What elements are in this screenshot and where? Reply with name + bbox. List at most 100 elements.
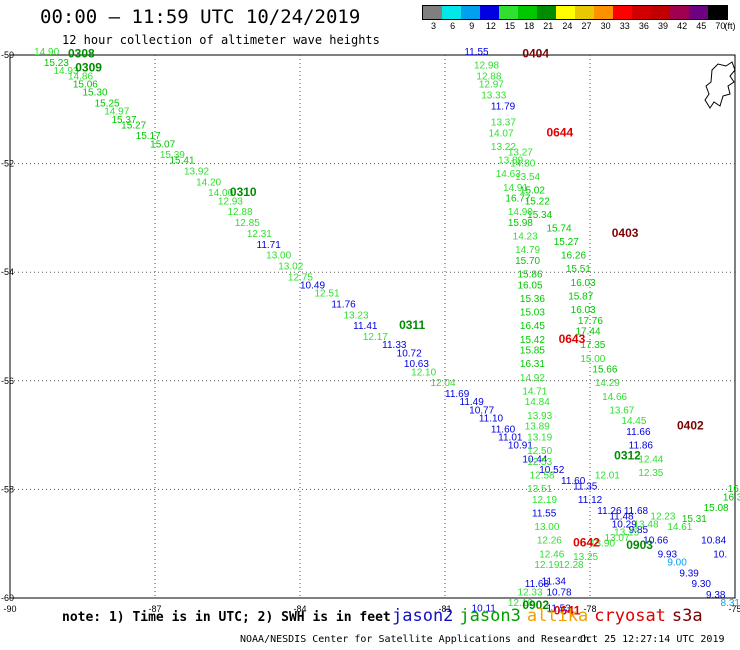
wave-height-point: 16.05 xyxy=(518,280,543,291)
track-time-label: 0403 xyxy=(612,226,639,240)
wave-height-point: 12.35 xyxy=(638,468,663,479)
wave-height-point: 12.85 xyxy=(235,218,260,229)
wave-height-point: 13.07 xyxy=(605,533,630,544)
wave-height-point: 11.71 xyxy=(257,240,282,251)
wave-height-point: 10.44 xyxy=(522,454,547,465)
wave-height-point: 12.23 xyxy=(650,511,675,522)
wave-height-point: 15.30 xyxy=(83,88,108,99)
scale-swatch xyxy=(708,6,727,19)
wave-height-point: 15.27 xyxy=(554,237,579,248)
track-time-label: 0308 xyxy=(68,47,95,61)
wave-height-point: 15.66 xyxy=(592,365,617,376)
wave-height-point: 11.55 xyxy=(532,509,557,520)
scale-swatch xyxy=(423,6,442,19)
track-time-label: 0310 xyxy=(230,185,257,199)
scale-swatch xyxy=(689,6,708,19)
wave-height-point: 16. xyxy=(728,484,740,495)
wave-height-point: 11.53 xyxy=(547,604,572,615)
wave-height-point: 11.35 xyxy=(573,481,598,492)
wave-height-point: 10.29 xyxy=(612,519,637,530)
wave-height-point: 14.80 xyxy=(510,158,535,169)
time-unit-note: note: 1) Time is in UTC; 2) SWH is in fe… xyxy=(62,610,391,625)
wave-height-point: 12.46 xyxy=(539,549,564,560)
wave-height-point: 13.67 xyxy=(609,405,634,416)
wave-height-point: 15.37 xyxy=(112,115,137,126)
x-tick-label: -90 xyxy=(3,604,16,614)
scale-swatch xyxy=(575,6,594,19)
wave-height-point: 10.84 xyxy=(701,536,726,547)
credit-text: NOAA/NESDIS Center for Satellite Applica… xyxy=(240,634,590,645)
track-time-label: 0311 xyxy=(399,318,425,332)
track-time-label: 0642 xyxy=(573,535,600,549)
wave-height-point: 16.33 xyxy=(723,492,740,503)
y-tick-label: -58 xyxy=(1,484,14,494)
wave-height-point: 14.63 xyxy=(496,169,521,180)
wave-height-point: 15.07 xyxy=(150,139,175,150)
track-time-label: 0643 xyxy=(559,332,586,346)
wave-height-point: 15.34 xyxy=(527,210,552,221)
wave-height-point: 11.79 xyxy=(491,101,516,112)
wave-height-point: 12.01 xyxy=(595,471,620,482)
wave-height-point: 9.00 xyxy=(667,557,687,568)
wave-height-point: 13.19 xyxy=(527,433,552,444)
scale-label: 18 xyxy=(524,21,535,31)
wave-height-point: 10.66 xyxy=(643,536,668,547)
legend-s3a: s3a xyxy=(671,606,703,626)
wave-height-point: 10.78 xyxy=(547,587,572,598)
wave-height-point: 11.60 xyxy=(561,476,586,487)
scale-label: 9 xyxy=(469,21,475,31)
wave-height-point: 16.03 xyxy=(571,278,596,289)
wave-height-point: 11.26 xyxy=(597,506,622,517)
scale-label: 15 xyxy=(505,21,516,31)
y-tick-label: -60 xyxy=(1,593,14,603)
scale-swatch xyxy=(556,6,575,19)
wave-height-point: 10.63 xyxy=(404,359,429,370)
wave-height-point: 14.90 xyxy=(34,47,59,58)
wave-height-point: 14.00 xyxy=(208,188,233,199)
color-scale-bar xyxy=(422,5,728,20)
wave-height-point: 13.00 xyxy=(534,522,559,533)
wave-height-point: 13.00 xyxy=(266,251,291,262)
wave-height-point: 12.75 xyxy=(288,272,313,283)
wave-height-point: 17.44 xyxy=(576,327,601,338)
wave-height-point: 15.27 xyxy=(121,120,146,131)
wave-height-point: 12.88 xyxy=(476,71,501,82)
wave-height-point: 17.35 xyxy=(580,340,605,351)
wave-height-point: 10.49 xyxy=(300,280,325,291)
track-time-label: 0404 xyxy=(522,47,549,61)
wave-height-point: 11.10 xyxy=(479,414,504,425)
wave-height-point: 12.58 xyxy=(530,471,555,482)
track-time-label: 0312 xyxy=(614,449,641,463)
scale-label: 21 xyxy=(543,21,554,31)
wave-height-point: 14.84 xyxy=(525,397,550,408)
wave-height-point: 11.33 xyxy=(382,340,407,351)
scale-label: 33 xyxy=(619,21,630,31)
wave-height-point: 11.01 xyxy=(498,433,523,444)
wave-height-point: 12.93 xyxy=(218,196,243,207)
wave-height-point: 14.93 xyxy=(54,66,79,77)
scale-label: 45 xyxy=(696,21,707,31)
scale-label: 3 xyxy=(431,21,437,31)
track-time-label: 0903 xyxy=(626,538,653,552)
wave-height-point: 15.70 xyxy=(515,256,540,267)
wave-height-point: 14.23 xyxy=(513,232,538,243)
wave-height-point: 12.50 xyxy=(527,446,552,457)
wave-height-point: 14.66 xyxy=(602,392,627,403)
scale-swatch xyxy=(442,6,461,19)
wave-height-point: 16.31 xyxy=(520,359,545,370)
wave-height-point: 10.11 xyxy=(472,604,497,615)
wave-height-point: 13.22 xyxy=(491,142,516,153)
chart-subtitle: 12 hour collection of altimeter wave hei… xyxy=(62,33,380,47)
legend-altika: altika xyxy=(526,606,589,626)
scale-unit-label: (ft) xyxy=(724,21,736,31)
wave-height-point: 14.90 xyxy=(508,207,533,218)
wave-height-point: 11.12 xyxy=(578,495,603,506)
wave-height-point: 16.77 xyxy=(505,194,530,205)
wave-height-point: 15.31 xyxy=(682,514,707,525)
wave-height-point: 12.88 xyxy=(228,207,253,218)
wave-height-point: 9.93 xyxy=(658,549,678,560)
land-outline xyxy=(704,61,736,109)
wave-height-point: 15.02 xyxy=(520,185,545,196)
legend-cryosat: cryosat xyxy=(594,606,666,626)
satellite-legend: jason2 jason3 altika cryosat s3a xyxy=(392,606,709,626)
